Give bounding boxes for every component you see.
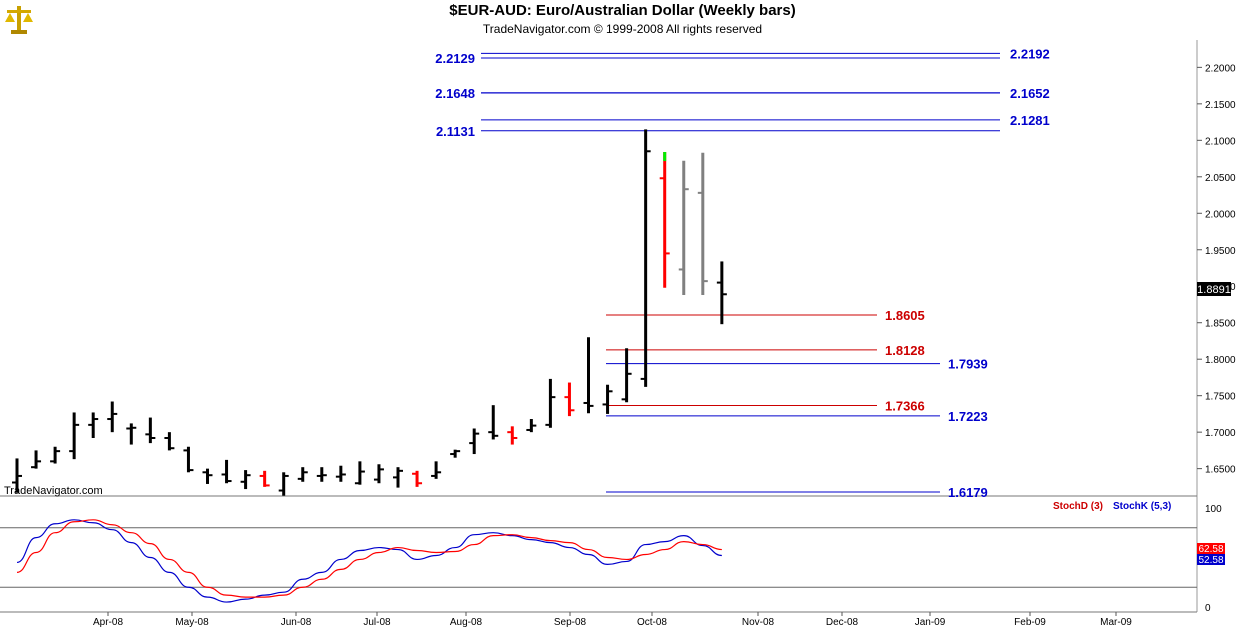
level-label: 1.7366 (885, 398, 925, 413)
price-tick-label: 2.1500 (1205, 100, 1236, 111)
stoch-k-legend: StochK (5,3) (1113, 501, 1171, 512)
last-price-label: 1.8891 (1197, 284, 1231, 296)
ohlc-bar (335, 465, 346, 482)
time-tick-label: Dec-08 (826, 617, 859, 628)
level-label: 1.7939 (948, 357, 988, 372)
level-label: 2.2129 (435, 51, 475, 66)
level-label: 1.8605 (885, 308, 925, 323)
ohlc-bar (507, 426, 518, 445)
ohlc-bar (126, 423, 137, 445)
stochastic-legend: StochD (3) StochK (5,3) (1053, 501, 1171, 512)
ohlc-bar (183, 446, 194, 473)
chart-title: $EUR-AUD: Euro/Australian Dollar (Weekly… (449, 2, 796, 19)
stoch-tick-label: 0 (1205, 603, 1211, 614)
time-tick-label: Feb-09 (1014, 617, 1046, 628)
ohlc-bar (50, 446, 61, 464)
time-tick-label: Sep-08 (554, 617, 587, 628)
ohlc-bar (12, 458, 22, 493)
ohlc-bar (678, 160, 689, 295)
price-bars (12, 129, 727, 496)
ohlc-bar (564, 382, 575, 417)
level-label: 2.2192 (1010, 46, 1050, 61)
ohlc-bar (450, 449, 461, 458)
last-price-marker: 1.8891 (1197, 282, 1231, 296)
stoch-series-line (16, 519, 722, 603)
ohlc-bar (716, 261, 727, 325)
time-tick-label: Jan-09 (915, 617, 946, 628)
scales-icon (5, 6, 33, 34)
time-tick-label: Aug-08 (450, 617, 483, 628)
stochastic-pane: 100 0 (0, 504, 1222, 614)
stoch-d-last-value: 62.58 (1198, 544, 1223, 555)
time-tick-label: Jul-08 (363, 617, 391, 628)
ohlc-bar (659, 151, 670, 288)
ohlc-bar (107, 401, 118, 433)
ohlc-bar (545, 378, 556, 428)
ohlc-bar (202, 468, 213, 484)
time-tick-label: Jun-08 (281, 617, 312, 628)
ohlc-bar (640, 129, 651, 387)
ohlc-bar (526, 419, 537, 433)
time-tick-label: Oct-08 (637, 617, 667, 628)
price-tick-label: 2.0500 (1205, 173, 1236, 184)
ohlc-bar (621, 348, 632, 403)
ohlc-bar (488, 405, 499, 440)
ohlc-bar (259, 470, 270, 487)
copyright-notice: TradeNavigator.com © 1999-2008 All right… (482, 22, 763, 36)
price-tick-label: 1.7500 (1205, 392, 1236, 403)
level-label: 2.1131 (436, 124, 475, 139)
level-label: 1.8128 (885, 343, 925, 358)
ohlc-bar (297, 467, 308, 482)
ohlc-bar (240, 470, 251, 490)
price-tick-label: 1.8000 (1205, 355, 1236, 366)
ohlc-bar (393, 467, 403, 488)
price-tick-label: 1.9500 (1205, 246, 1236, 257)
ohlc-bar (145, 417, 156, 444)
stoch-k-last-value: 52.58 (1198, 555, 1223, 566)
time-axis: Apr-08 May-08 Jun-08 Jul-08 Aug-08 Sep-08 Oct-… (93, 612, 1132, 628)
ohlc-bar (164, 432, 175, 451)
stoch-d-legend: StochD (3) (1053, 501, 1103, 512)
price-tick-label: 1.7000 (1205, 428, 1236, 439)
time-tick-label: Apr-08 (93, 617, 123, 628)
price-tick-label: 2.1000 (1205, 136, 1236, 147)
stoch-series-line (16, 519, 722, 598)
level-label: 2.1652 (1010, 86, 1050, 101)
watermark: TradeNavigator.com (4, 485, 103, 497)
stoch-tick-label: 100 (1205, 504, 1222, 515)
level-label: 1.6179 (948, 485, 988, 500)
ohlc-bar (469, 428, 480, 455)
ohlc-bar (31, 450, 42, 469)
level-label: 2.1648 (435, 86, 475, 101)
ohlc-bar (602, 384, 613, 414)
ohlc-bar (697, 152, 708, 295)
level-label: 1.7223 (948, 409, 988, 424)
ohlc-bar (316, 467, 327, 482)
price-tick-label: 2.0000 (1205, 209, 1236, 220)
ohlc-bar (354, 461, 365, 485)
ohlc-bar (88, 412, 99, 438)
ohlc-bar (221, 459, 232, 484)
ohlc-bar (373, 464, 384, 484)
price-tick-label: 1.6500 (1205, 465, 1236, 476)
ohlc-bar (69, 412, 80, 460)
ohlc-bar (583, 337, 594, 414)
ohlc-bar (431, 461, 442, 479)
ohlc-bar (412, 470, 423, 487)
ohlc-bar (278, 472, 289, 496)
price-tick-label: 2.2000 (1205, 63, 1236, 74)
level-label: 2.1281 (1010, 113, 1050, 128)
time-tick-label: Mar-09 (1100, 617, 1132, 628)
time-tick-label: Nov-08 (742, 617, 775, 628)
level-lines: 2.2129 2.2192 2.1648 2.1652 2.1131 2.1281 1.86… (435, 46, 1050, 500)
stoch-last-values: 62.58 52.58 (1197, 543, 1225, 566)
price-tick-label: 1.8500 (1205, 319, 1236, 330)
price-axis: 2.20002.15002.10002.05002.00001.95001.90… (1197, 63, 1236, 476)
time-tick-label: May-08 (175, 617, 209, 628)
